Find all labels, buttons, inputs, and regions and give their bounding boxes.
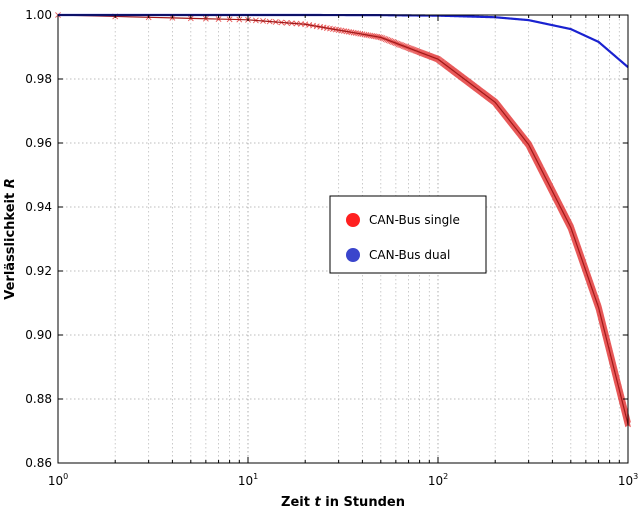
legend-marker-dual [346, 248, 360, 262]
axis-ticks: 0.86 0.88 0.90 0.92 0.94 0.96 0.98 1.00 100 101 10… [25, 8, 638, 488]
y-tick-label: 0.86 [25, 456, 52, 470]
x-tick-label: 102 [428, 472, 448, 488]
legend-marker-single [346, 213, 360, 227]
y-axis-label: Verlässlichkeit R [3, 178, 18, 299]
legend-label-single: CAN-Bus single [369, 213, 460, 227]
legend-box [329, 195, 487, 274]
plot-frame [57, 14, 629, 464]
y-tick-label: 0.94 [25, 200, 52, 214]
series-line [57, 14, 629, 425]
legend: CAN-Bus single CAN-Bus dual [329, 195, 487, 274]
series-dual [58, 13, 629, 68]
y-tick-label: 0.96 [25, 136, 52, 150]
y-tick-label: 0.98 [25, 72, 52, 86]
x-tick-label: 103 [618, 472, 638, 488]
legend-label-dual: CAN-Bus dual [369, 248, 450, 262]
y-tick-label: 1.00 [25, 8, 52, 22]
x-tick-label: 101 [238, 472, 258, 488]
series-single [55, 12, 631, 428]
y-tick-label: 0.90 [25, 328, 52, 342]
series-line [58, 13, 629, 68]
x-tick-label: 100 [48, 472, 68, 488]
y-tick-label: 0.88 [25, 392, 52, 406]
x-axis-label: Zeit t in Stunden [281, 495, 405, 510]
y-tick-label: 0.92 [25, 264, 52, 278]
series-layer [55, 12, 631, 428]
